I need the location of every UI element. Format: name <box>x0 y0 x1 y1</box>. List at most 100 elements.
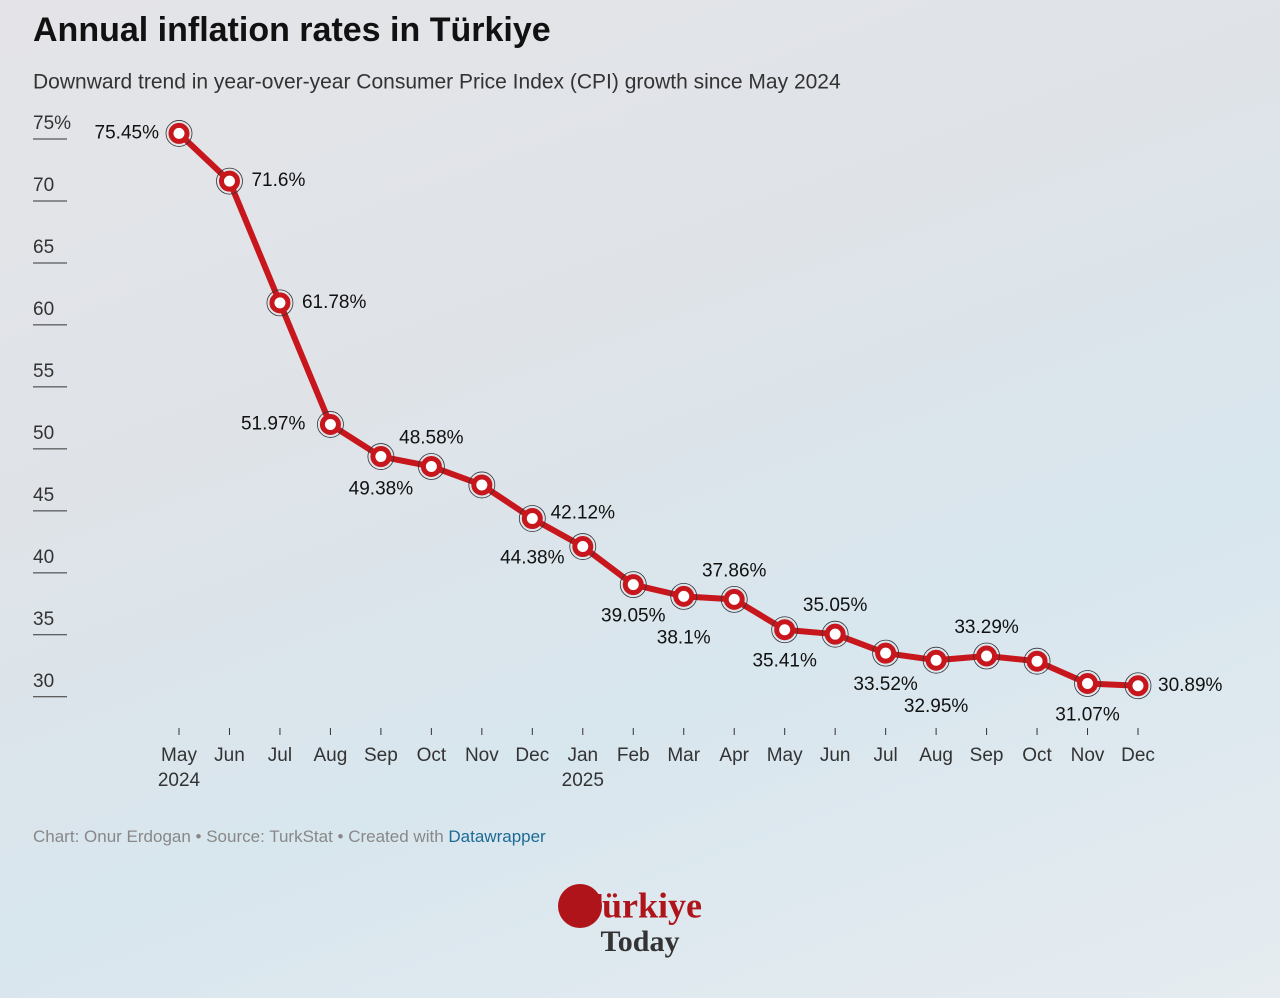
point <box>218 170 240 192</box>
logo-mark <box>558 884 602 928</box>
point-halo <box>1074 670 1101 697</box>
x-year-label: 2024 <box>158 770 201 791</box>
x-year-label: 2025 <box>562 770 604 791</box>
point-halo <box>367 443 395 470</box>
value-label: 30.89% <box>1158 675 1223 696</box>
point <box>976 645 998 667</box>
x-tick-label: Jan <box>567 745 598 766</box>
point <box>622 574 644 596</box>
x-tick-label: Jul <box>268 745 292 766</box>
point-halo <box>1124 672 1152 700</box>
point <box>168 122 190 144</box>
point-halo <box>165 120 193 147</box>
value-label: 35.05% <box>803 595 868 616</box>
x-tick-label: Aug <box>314 745 348 766</box>
value-label: 44.38% <box>500 548 565 569</box>
x-tick-label: Oct <box>417 745 447 766</box>
point-halo <box>317 411 344 438</box>
value-label: 61.78% <box>302 292 367 313</box>
value-label: 51.97% <box>241 413 306 434</box>
value-label: 35.41% <box>752 651 817 672</box>
point-halo <box>973 642 1000 670</box>
x-tick-label: Jun <box>214 745 245 766</box>
x-tick-label: Jul <box>873 745 897 766</box>
x-tick-label: Nov <box>1071 745 1105 766</box>
point-halo <box>216 167 243 195</box>
value-label: 33.52% <box>853 674 918 695</box>
x-tick-label: May <box>767 745 803 766</box>
point-halo <box>821 620 849 648</box>
point-halo <box>670 582 698 610</box>
value-label: 39.05% <box>601 606 666 627</box>
value-label: 48.58% <box>399 427 464 448</box>
x-tick-label: Mar <box>667 745 700 766</box>
y-tick-label: 30 <box>33 671 54 692</box>
y-tick-label: 40 <box>33 547 54 568</box>
point-halo <box>922 646 950 674</box>
point <box>875 642 897 664</box>
chart-subtitle: Downward trend in year-over-year Consume… <box>33 71 841 94</box>
point-halo <box>771 616 799 644</box>
value-label: 49.38% <box>349 479 414 500</box>
y-tick-label: 75% <box>33 113 71 134</box>
y-tick-label: 45 <box>33 485 54 506</box>
point-halo <box>417 453 445 480</box>
x-tick-label: Oct <box>1022 745 1052 766</box>
point-halo <box>1023 647 1051 675</box>
y-tick-label: 50 <box>33 423 54 444</box>
logo-bottom: Today <box>601 925 680 958</box>
y-tick-label: 35 <box>33 609 54 630</box>
point <box>673 585 695 607</box>
point-halo <box>569 533 597 560</box>
point <box>572 536 594 558</box>
point <box>471 474 493 496</box>
x-tick-label: Apr <box>719 745 749 766</box>
point <box>925 649 947 671</box>
point-halo <box>518 505 546 532</box>
point-halo <box>266 289 294 317</box>
x-tick-label: Nov <box>465 745 499 766</box>
logo-top: Türkiye <box>578 885 702 925</box>
point <box>824 623 846 645</box>
value-label: 42.12% <box>551 503 616 524</box>
value-label: 32.95% <box>904 696 969 717</box>
value-label: 33.29% <box>954 617 1019 638</box>
value-label: 75.45% <box>95 122 160 143</box>
x-tick-label: Sep <box>970 745 1004 766</box>
point <box>774 619 796 641</box>
source-link[interactable]: Datawrapper <box>448 827 546 846</box>
x-tick-label: May <box>161 745 197 766</box>
point <box>723 588 745 610</box>
point <box>1026 650 1048 672</box>
point-halo <box>619 571 647 598</box>
line <box>176 131 1139 689</box>
value-label: 38.1% <box>657 627 711 648</box>
x-tick-label: Feb <box>617 745 650 766</box>
x-tick-label: Jun <box>820 745 851 766</box>
point <box>1127 675 1149 697</box>
y-tick-label: 65 <box>33 237 54 258</box>
value-label: 37.86% <box>702 560 767 581</box>
chart-title: Annual inflation rates in Türkiye <box>33 11 551 49</box>
point <box>521 508 543 530</box>
x-tick-label: Sep <box>364 745 398 766</box>
point <box>420 455 442 477</box>
y-tick-label: 70 <box>33 175 54 196</box>
point <box>319 413 341 435</box>
point-halo <box>872 639 900 667</box>
point-halo <box>468 471 496 499</box>
y-tick-label: 55 <box>33 361 54 382</box>
y-tick-label: 60 <box>33 299 54 320</box>
source-text: Chart: Onur Erdogan • Source: TurkStat •… <box>33 827 444 846</box>
point-halo <box>720 585 748 613</box>
x-tick-label: Aug <box>919 745 953 766</box>
value-label: 31.07% <box>1055 705 1120 726</box>
point <box>370 446 392 468</box>
x-tick-label: Dec <box>515 745 549 766</box>
point <box>1077 673 1099 695</box>
point <box>269 292 291 314</box>
x-tick-label: Dec <box>1121 745 1155 766</box>
source: Chart: Onur Erdogan • Source: TurkStat •… <box>33 827 546 846</box>
